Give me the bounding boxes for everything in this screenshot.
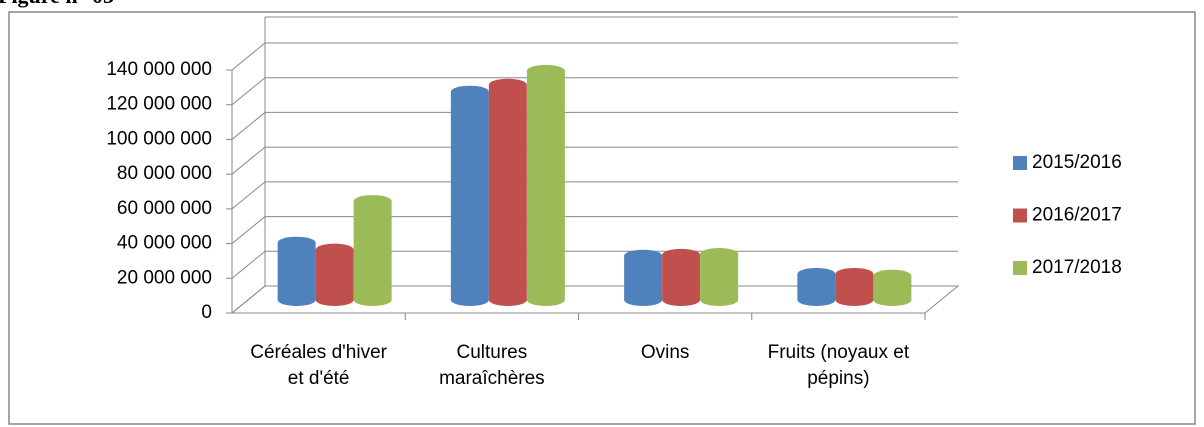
y-tick-label: 40 000 000 [117, 233, 212, 254]
legend-label: 2016/2017 [1032, 205, 1122, 226]
grid-line [231, 216, 958, 244]
x-tick-label: Ovins [640, 342, 690, 363]
bar-top [488, 78, 527, 91]
grid-line [231, 181, 958, 210]
bar [353, 201, 392, 300]
bar [526, 70, 565, 300]
bar-top [662, 248, 701, 261]
bar-top [450, 85, 489, 98]
bar-top [873, 269, 912, 282]
y-tick-label: 120 000 000 [106, 94, 212, 115]
y-tick-label: 100 000 000 [106, 128, 212, 149]
y-tick-label: 80 000 000 [117, 163, 212, 184]
bar [662, 254, 701, 300]
grid-line [231, 146, 958, 175]
legend-swatch [1013, 261, 1027, 275]
bar [450, 91, 489, 300]
grid-line [231, 42, 958, 71]
y-tick-label: 20 000 000 [117, 267, 212, 288]
bar [624, 255, 663, 300]
y-tick-label: 140 000 000 [106, 59, 212, 80]
bar [315, 249, 354, 300]
bar-top [624, 249, 663, 262]
legend-label: 2015/2016 [1032, 152, 1122, 173]
bar-top [277, 236, 316, 249]
bar-top [835, 267, 874, 280]
bar [488, 84, 527, 301]
x-tick-label: Fruits (noyaux et pépins) [767, 342, 910, 389]
x-tick-label: Cultures maraîchères [439, 342, 545, 389]
legend-label: 2017/2018 [1032, 257, 1122, 278]
y-tick-label: 60 000 000 [117, 198, 212, 219]
bar [700, 254, 739, 300]
chart-border [8, 11, 1196, 425]
bar-top [315, 243, 354, 256]
y-tick-label: 0 [201, 302, 212, 323]
bar-top [353, 195, 392, 208]
legend-swatch [1013, 156, 1027, 170]
grid-line [231, 111, 958, 140]
bar-top [797, 267, 836, 280]
bar-top [700, 248, 739, 261]
grid-line [231, 77, 958, 106]
x-tick-label: Céréales d'hiver et d'été [250, 342, 387, 389]
chart-title: Figure n° 03 [0, 0, 114, 8]
bar [277, 242, 316, 300]
bar-top [526, 64, 565, 77]
legend-swatch [1013, 208, 1027, 223]
